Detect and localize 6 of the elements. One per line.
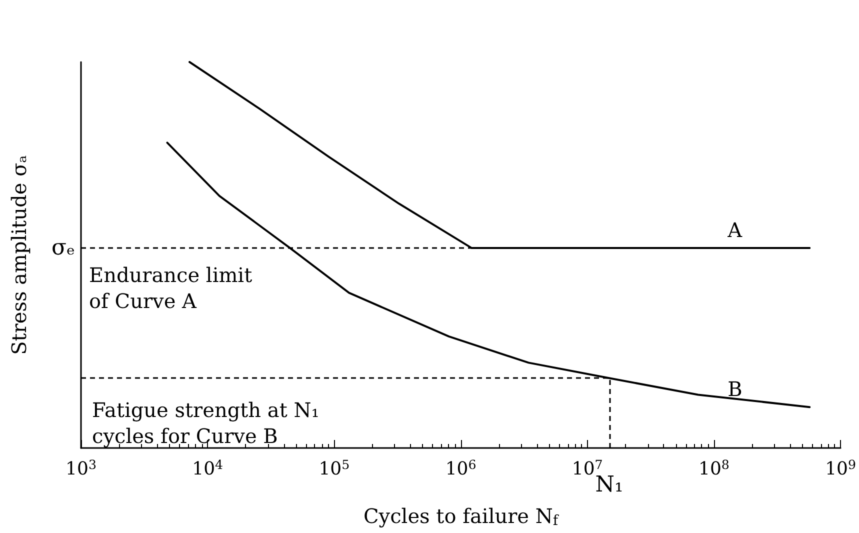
annotation: Fatigue strength at N₁ cycles for Curve B [92, 398, 326, 448]
series-label: A [726, 218, 743, 242]
ref-line-label: σₑ [51, 236, 75, 261]
y-axis-title: Stress amplitude σₐ [7, 154, 31, 355]
annotation: Endurance limit of Curve A [89, 263, 258, 313]
series-label: B [728, 377, 742, 402]
